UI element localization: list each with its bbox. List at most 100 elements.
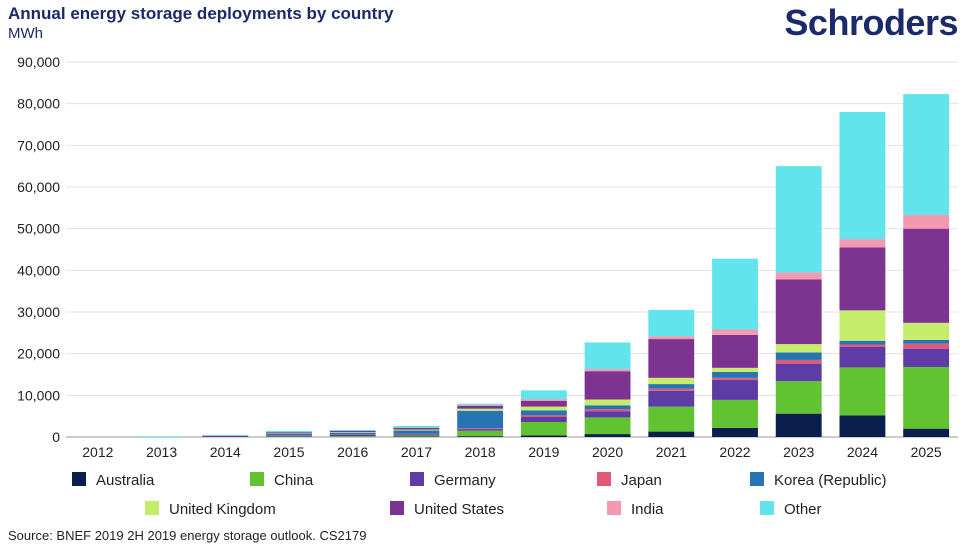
bar-segment xyxy=(712,329,758,335)
bar-segment xyxy=(712,258,758,330)
legend-swatch xyxy=(607,501,621,515)
bar-segment xyxy=(712,399,758,428)
y-tick-label: 10,000 xyxy=(17,387,60,403)
legend-swatch xyxy=(760,501,774,515)
bar-segment xyxy=(520,406,567,411)
bar-segment xyxy=(839,367,886,416)
bar-segment xyxy=(584,342,631,370)
bar-segment xyxy=(329,430,376,433)
bar-segment xyxy=(775,279,822,345)
bar-segment xyxy=(648,339,695,378)
bar-segment xyxy=(903,428,950,437)
bar-segment xyxy=(775,166,822,273)
bar-segment xyxy=(648,309,695,337)
bar-segment xyxy=(520,399,567,401)
stacked-bar-chart: 0 10,000 20,000 30,000 40,000 50,000 60,000 70,… xyxy=(17,54,958,518)
bar-segment xyxy=(393,434,440,436)
x-tick-label: 2021 xyxy=(656,444,687,460)
bars xyxy=(138,94,950,437)
brand-logo: Schroders xyxy=(784,2,958,43)
x-tick-label: 2012 xyxy=(82,444,113,460)
bar-segment xyxy=(839,239,886,248)
bar-segment xyxy=(775,413,822,437)
legend-swatch xyxy=(250,472,264,486)
bar-segment xyxy=(648,388,695,391)
legend-label: India xyxy=(631,501,664,518)
bar-segment xyxy=(266,435,312,437)
legend-label: Germany xyxy=(434,472,496,489)
legend-swatch xyxy=(390,501,404,515)
bar-segment xyxy=(457,410,504,429)
bar-segment xyxy=(584,371,631,400)
bar-segment xyxy=(457,430,504,437)
bar-segment xyxy=(648,384,695,389)
bar-segment xyxy=(457,404,504,406)
bar-segment xyxy=(839,247,886,311)
bar-segment xyxy=(457,436,504,437)
bar-segment xyxy=(584,434,631,437)
legend-label: Other xyxy=(784,501,822,518)
bar-segment xyxy=(775,352,822,360)
bar-segment xyxy=(329,432,376,435)
bar-segment xyxy=(712,367,758,372)
x-tick-label: 2020 xyxy=(592,444,623,460)
bar-segment xyxy=(584,417,631,435)
bar-segment xyxy=(393,427,440,430)
bar-segment xyxy=(648,377,695,385)
legend-label: Japan xyxy=(621,472,662,489)
bar-segment xyxy=(393,435,440,437)
bar-segment xyxy=(775,381,822,414)
bar-segment xyxy=(584,369,631,372)
bar-segment xyxy=(520,417,567,422)
legend-swatch xyxy=(145,501,159,515)
x-tick-label: 2013 xyxy=(146,444,177,460)
bar-segment xyxy=(457,429,504,431)
bar-segment xyxy=(520,400,567,407)
bar-segment xyxy=(584,411,631,418)
x-tick-label: 2016 xyxy=(337,444,368,460)
bar-segment xyxy=(903,228,950,323)
bar-segment xyxy=(903,348,950,367)
bar-segment xyxy=(520,422,567,436)
bar-segment xyxy=(329,434,376,437)
y-tick-label: 80,000 xyxy=(17,96,60,112)
bar-segment xyxy=(202,435,249,437)
bar-segment xyxy=(903,322,950,340)
y-tick-label: 90,000 xyxy=(17,54,60,70)
bar-segment xyxy=(457,428,504,430)
bar-segment xyxy=(393,429,440,431)
bar-segment xyxy=(266,430,312,433)
legend-swatch xyxy=(410,472,424,486)
bar-segment xyxy=(712,372,758,378)
bar-segment xyxy=(775,344,822,353)
bar-segment xyxy=(648,431,695,437)
bar-segment xyxy=(839,310,886,341)
bar-segment xyxy=(839,112,886,240)
bar-segment xyxy=(202,434,249,436)
bar-segment xyxy=(393,425,440,428)
y-axis-ticks: 0 10,000 20,000 30,000 40,000 50,000 60,000 70,… xyxy=(17,54,60,445)
bar-segment xyxy=(903,339,950,344)
bar-segment xyxy=(712,427,758,437)
x-tick-label: 2023 xyxy=(783,444,814,460)
legend-swatch xyxy=(597,472,611,486)
bar-segment xyxy=(457,403,504,405)
bar-segment xyxy=(775,272,822,280)
x-tick-label: 2025 xyxy=(911,444,942,460)
bar-segment xyxy=(712,377,758,380)
y-tick-label: 30,000 xyxy=(17,304,60,320)
bar-segment xyxy=(329,436,376,437)
bar-segment xyxy=(839,415,886,437)
x-tick-label: 2015 xyxy=(273,444,304,460)
bar-segment xyxy=(712,379,758,400)
x-tick-label: 2024 xyxy=(847,444,878,460)
bar-segment xyxy=(138,436,185,437)
x-axis-ticks: 2012 2013 2014 2015 2016 2017 2018 2019 2020 2021… xyxy=(82,444,942,460)
gridlines xyxy=(66,61,958,438)
bar-segment xyxy=(648,406,695,432)
y-tick-label: 20,000 xyxy=(17,346,60,362)
bar-segment xyxy=(712,334,758,368)
bar-segment xyxy=(584,399,631,406)
bar-segment xyxy=(520,390,567,400)
legend-label: Australia xyxy=(96,472,155,489)
